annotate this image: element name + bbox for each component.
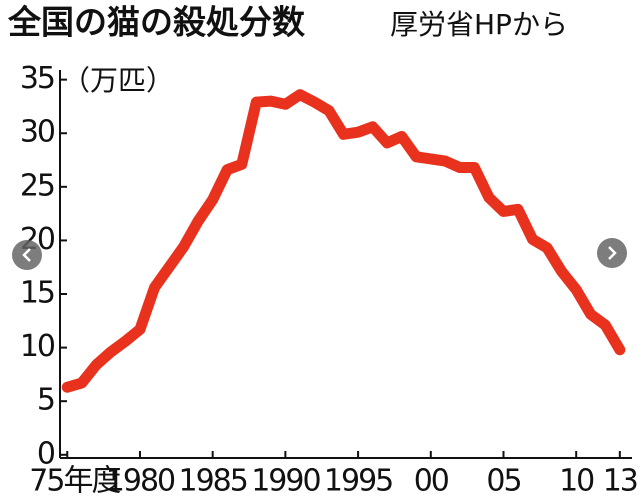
y-tick-label: 5 — [37, 383, 54, 418]
y-tick-label: 0 — [37, 436, 55, 471]
x-tick-label: 13 — [603, 464, 637, 499]
y-tick-label: 30 — [20, 115, 55, 150]
x-tick-label: 1995 — [324, 464, 392, 499]
y-tick-label: 10 — [20, 329, 55, 364]
y-tick-label: 25 — [20, 168, 54, 203]
x-tick-label: 00 — [414, 464, 449, 499]
carousel-prev[interactable] — [12, 240, 42, 270]
x-tick-label: 10 — [559, 464, 594, 499]
chart-subtitle: 厚労省HPから — [390, 8, 568, 41]
x-tick-label: 1985 — [178, 464, 246, 499]
data-line — [61, 89, 626, 393]
x-tick-label: 75年度 — [29, 464, 120, 499]
prev-icon — [22, 248, 31, 262]
next-icon — [608, 246, 617, 260]
chart-title: 全国の猫の殺処分数 — [7, 3, 306, 42]
y-tick-label: 15 — [20, 276, 54, 311]
y-tick-label: 35 — [20, 61, 54, 96]
prev-button[interactable] — [12, 240, 42, 270]
next-button[interactable] — [597, 238, 627, 268]
x-tick-label: 1990 — [251, 464, 320, 499]
x-tick-label: 05 — [486, 464, 520, 499]
carousel-next[interactable] — [597, 238, 627, 268]
y-axis-unit: （万匹） — [62, 64, 174, 97]
x-tick-label: 1980 — [106, 464, 175, 499]
